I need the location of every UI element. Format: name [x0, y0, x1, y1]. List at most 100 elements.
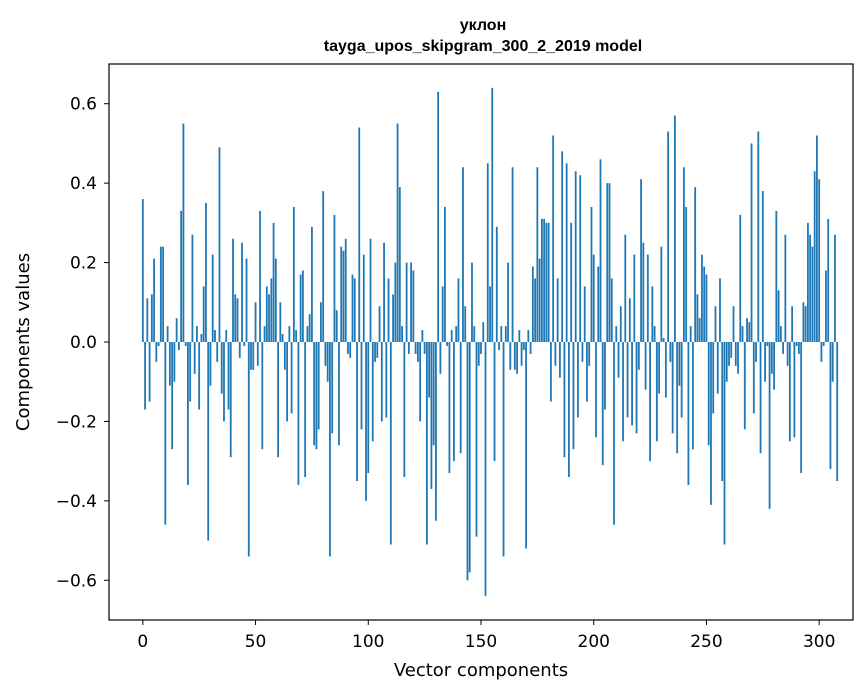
bar: [405, 262, 408, 342]
bar: [816, 135, 818, 342]
bar: [412, 270, 415, 342]
bar: [315, 342, 318, 450]
bar: [730, 342, 733, 358]
bar: [664, 342, 667, 398]
bar: [761, 191, 764, 342]
bar: [466, 342, 469, 581]
bar: [768, 342, 771, 509]
bar: [766, 342, 769, 346]
bar: [633, 254, 636, 342]
bar: [166, 326, 169, 342]
bar: [613, 342, 615, 525]
bar: [414, 342, 417, 354]
bar: [340, 246, 343, 342]
bar: [595, 342, 597, 438]
bar: [459, 342, 462, 454]
bar: [504, 326, 507, 342]
bar: [725, 342, 728, 382]
bar: [493, 342, 496, 462]
bar: [554, 342, 557, 366]
bar: [202, 286, 205, 342]
bar: [403, 342, 406, 478]
bar: [324, 342, 327, 366]
bar: [232, 238, 234, 342]
bar: [148, 342, 151, 402]
bar: [356, 342, 358, 481]
bar: [173, 342, 176, 382]
bar: [164, 342, 167, 525]
bar: [707, 342, 710, 446]
bar: [308, 314, 311, 342]
bar: [394, 262, 397, 342]
x-tick-label: 300: [803, 632, 835, 652]
bar: [635, 342, 638, 434]
bar: [241, 242, 243, 342]
bar: [559, 342, 561, 378]
bar: [525, 342, 527, 549]
bar: [387, 278, 390, 342]
bar: [825, 270, 827, 342]
bar: [527, 330, 530, 342]
bar: [349, 342, 352, 358]
bar: [741, 326, 744, 342]
bar: [660, 246, 663, 342]
bar: [752, 342, 755, 414]
ticks-group: 0 50 100 150 200 250 300 −0.6 −0.4 −0.2 0.0 0.2 0.4 0…: [56, 95, 836, 652]
y-tick-label: −0.6: [56, 571, 97, 591]
bar: [455, 326, 458, 342]
bar: [631, 342, 633, 426]
bar: [430, 342, 433, 489]
bar: [338, 342, 340, 446]
bar: [286, 342, 289, 422]
bar: [759, 342, 762, 454]
chart-subtitle: tayga_upos_skipgram_300_2_2019 model: [324, 38, 642, 55]
bar: [187, 342, 189, 485]
bar: [802, 302, 805, 342]
bar: [444, 206, 446, 342]
bar: [568, 342, 570, 478]
bar: [728, 342, 730, 366]
bar: [509, 342, 512, 370]
bar: [764, 342, 766, 382]
bar: [834, 234, 836, 342]
bar: [435, 342, 437, 521]
bar: [331, 342, 334, 434]
bar: [295, 330, 298, 342]
bar: [495, 226, 498, 342]
bar: [500, 326, 503, 342]
bar: [721, 342, 724, 481]
bar: [770, 342, 773, 374]
bar: [159, 246, 162, 342]
bar: [209, 342, 212, 386]
bar: [703, 266, 706, 342]
bar: [489, 286, 491, 342]
bar: [317, 342, 320, 430]
y-tick-label: 0.0: [70, 333, 97, 353]
bar: [306, 326, 309, 342]
bar: [563, 342, 566, 458]
bar: [800, 342, 803, 474]
bar: [448, 342, 451, 474]
bar: [441, 286, 444, 342]
chart-title: уклон: [460, 17, 507, 34]
bar: [468, 342, 471, 573]
bar: [653, 326, 656, 342]
bar: [788, 342, 791, 442]
bar: [453, 342, 455, 462]
bar: [227, 342, 230, 410]
bar: [245, 258, 248, 342]
bar: [797, 342, 800, 354]
bar: [710, 342, 712, 505]
bar: [680, 342, 683, 418]
bar: [836, 342, 839, 481]
bar: [326, 342, 329, 382]
bar: [678, 342, 681, 386]
bar: [365, 342, 367, 501]
bar: [547, 222, 550, 342]
bar: [692, 342, 694, 450]
bar: [155, 342, 158, 362]
bar: [207, 342, 210, 541]
bar: [320, 302, 322, 342]
bar: [471, 262, 473, 342]
